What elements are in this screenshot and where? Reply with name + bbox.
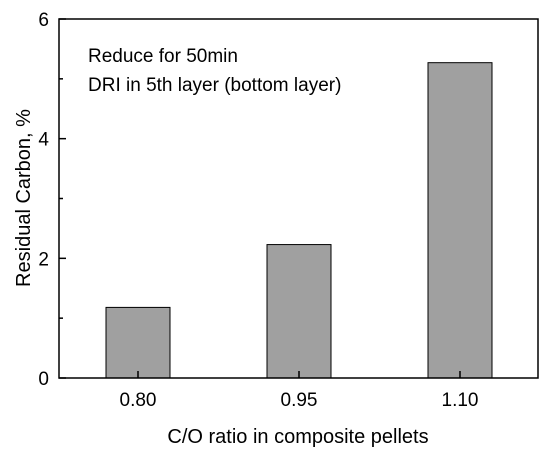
annotation-line-2: DRI in 5th layer (bottom layer) (88, 75, 341, 96)
y-tick-label: 4 (38, 130, 49, 151)
bar-0.80 (105, 306, 171, 379)
y-tick-label: 6 (38, 10, 49, 31)
x-tick-label: 0.80 (120, 390, 157, 411)
x-axis-ticks: 0.80 0.95 1.10 (120, 371, 479, 411)
plot-frame (58, 18, 539, 379)
y-tick-label: 2 (38, 249, 49, 270)
bar-0.95 (266, 244, 332, 379)
bar-1.10 (427, 62, 493, 379)
y-axis-title: Residual Carbon, % (13, 109, 35, 287)
y-axis-ticks: 0 2 4 6 (38, 10, 66, 390)
x-axis-title: C/O ratio in composite pellets (167, 426, 428, 448)
annotation-line-1: Reduce for 50min (88, 46, 238, 67)
y-tick-label: 0 (38, 369, 49, 390)
x-tick-label: 0.95 (281, 390, 318, 411)
bars-group (105, 62, 493, 379)
x-tick-label: 1.10 (442, 390, 479, 411)
